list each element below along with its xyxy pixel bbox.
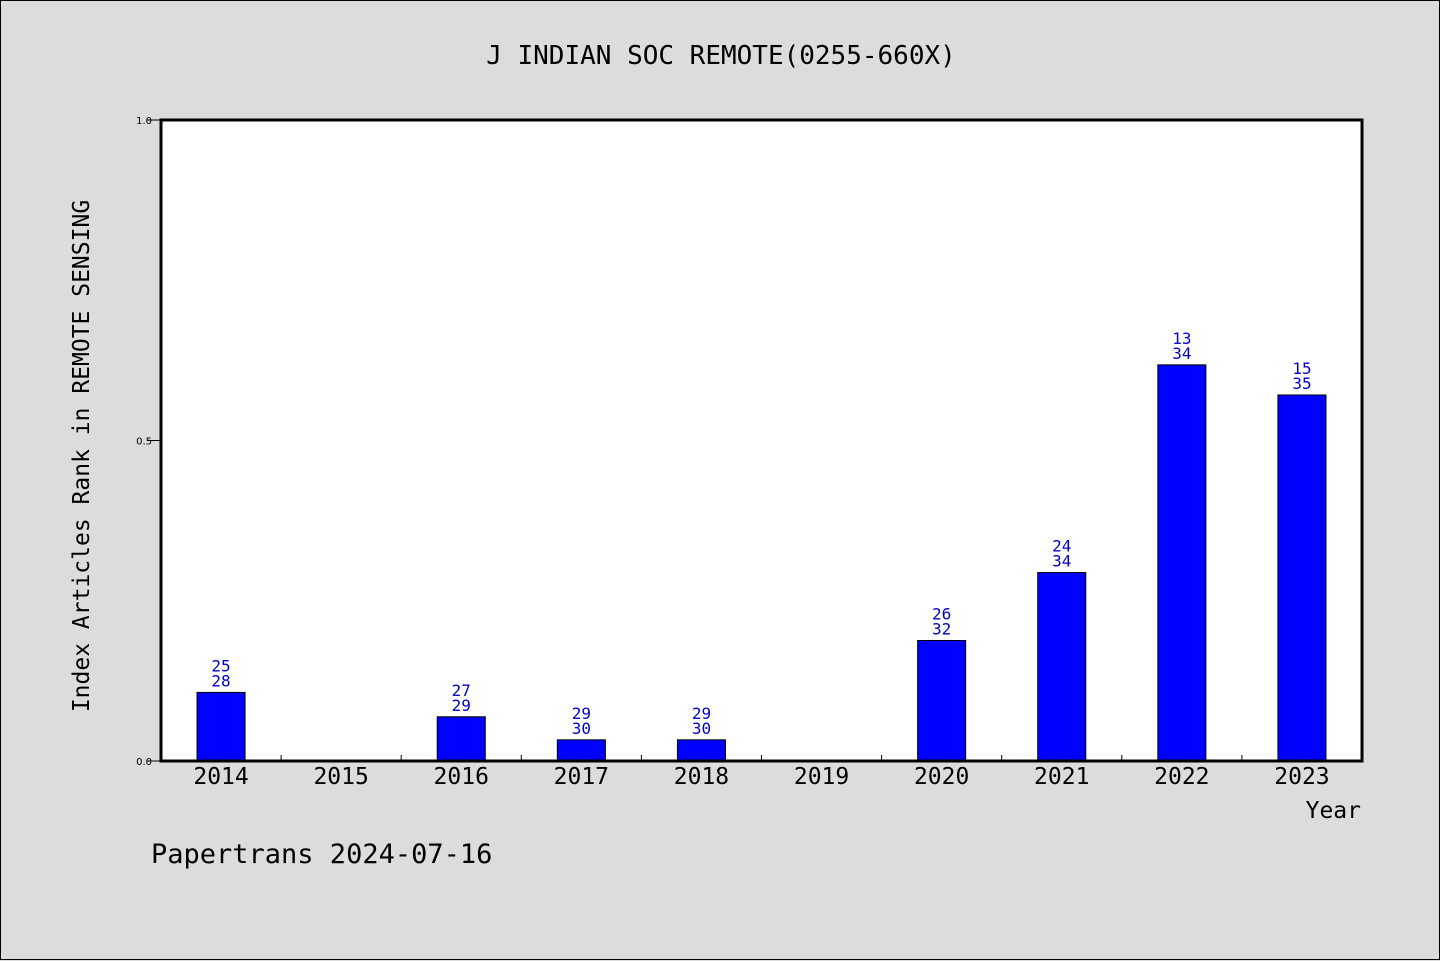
y-axis-ticks: 0.0 0.5 1.0 — [136, 116, 161, 768]
bar-label-top-2022: 13 — [1172, 329, 1191, 348]
bar-label-bottom-2022: 34 — [1172, 344, 1191, 363]
bar-label-bottom-2016: 29 — [452, 696, 471, 715]
y-axis-label: Index Articles Rank in REMOTE SENSING — [69, 200, 95, 712]
bars-layer — [196, 364, 1327, 762]
x-tick-label-2014: 2014 — [193, 764, 248, 790]
footer-credit: Papertrans 2024-07-16 — [151, 839, 492, 870]
bar-label-top-2014: 25 — [211, 656, 230, 675]
x-tick-label-2018: 2018 — [674, 764, 729, 790]
x-tick-label-2022: 2022 — [1154, 764, 1209, 790]
x-tick-label-2023: 2023 — [1274, 764, 1329, 790]
bar-2023 — [1277, 394, 1327, 762]
bar-2021 — [1037, 572, 1087, 762]
bar-label-top-2020: 26 — [932, 604, 951, 623]
bar-2018 — [676, 739, 726, 762]
y-tick-label-1.0: 1.0 — [136, 116, 152, 127]
y-tick-label-0.0: 0.0 — [136, 757, 152, 768]
bar-2014 — [196, 691, 246, 762]
bar-label-bottom-2018: 30 — [692, 719, 711, 738]
x-tick-label-2021: 2021 — [1034, 764, 1089, 790]
plot-border — [159, 118, 1364, 763]
bar-label-bottom-2020: 32 — [932, 619, 951, 638]
x-tick-label-2016: 2016 — [434, 764, 489, 790]
bar-2020 — [917, 639, 967, 762]
bar-label-bottom-2021: 34 — [1052, 552, 1071, 571]
bar-2017 — [556, 739, 606, 762]
bar-label-top-2017: 29 — [572, 704, 591, 723]
bar-label-top-2021: 24 — [1052, 537, 1071, 556]
bar-label-bottom-2017: 30 — [572, 719, 591, 738]
bar-2016 — [436, 716, 486, 762]
x-tick-label-2020: 2020 — [914, 764, 969, 790]
chart-title: J INDIAN SOC REMOTE(0255-660X) — [486, 41, 956, 71]
x-tick-label-2019: 2019 — [794, 764, 849, 790]
bar-label-top-2018: 29 — [692, 704, 711, 723]
x-tick-label-2017: 2017 — [554, 764, 609, 790]
bar-2022 — [1157, 364, 1207, 762]
bar-label-bottom-2023: 35 — [1292, 374, 1311, 393]
bar-label-top-2016: 27 — [452, 681, 471, 700]
y-tick-label-0.5: 0.5 — [136, 437, 152, 448]
x-axis-ticks: 2014 2015 2016 2017 2018 2019 2020 2021 2022 2023 — [193, 755, 1330, 790]
bar-label-top-2023: 15 — [1292, 359, 1311, 378]
x-tick-label-2015: 2015 — [313, 764, 368, 790]
bar-label-bottom-2014: 28 — [211, 671, 230, 690]
x-axis-label: Year — [1306, 798, 1361, 824]
